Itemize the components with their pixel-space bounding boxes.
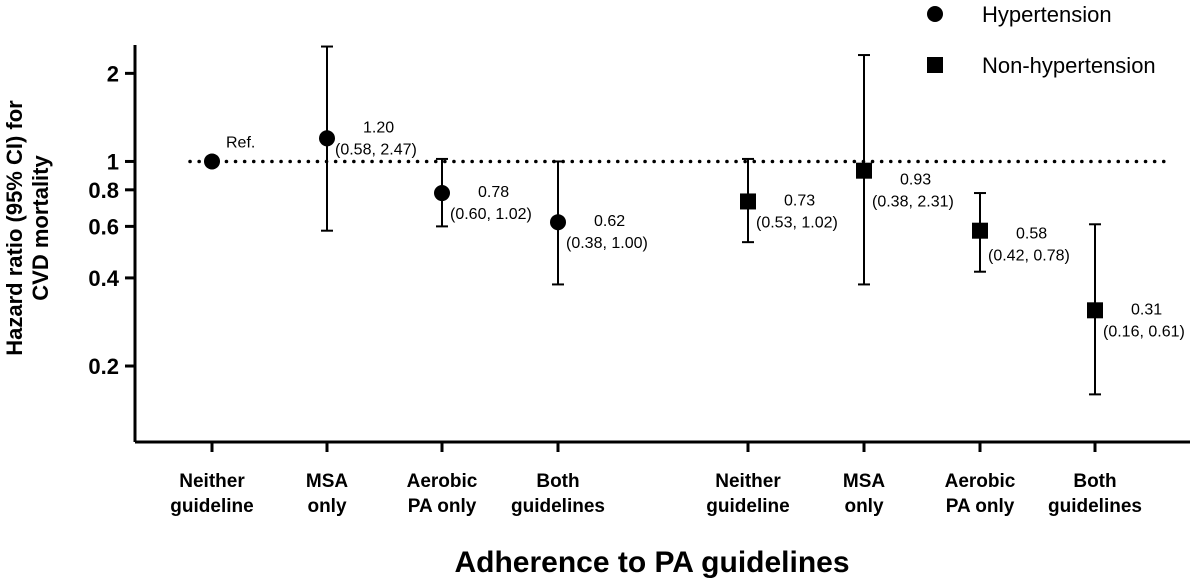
legend-marker-circle — [927, 6, 943, 22]
x-category-label-line1: Both — [536, 471, 579, 492]
point-marker-square — [856, 162, 872, 179]
hr-value-label: 0.78 — [478, 184, 509, 201]
y-tick-label: 0.8 — [88, 178, 119, 203]
point-marker-circle — [204, 153, 220, 170]
ci-value-label: (0.16, 0.61) — [1103, 323, 1185, 340]
x-category-label-line1: Neither — [715, 471, 781, 492]
hr-value-label: 0.62 — [594, 213, 625, 230]
x-category-label-line2: guideline — [706, 496, 789, 517]
y-axis-title-line1: Hazard ratio (95% CI) for — [2, 100, 27, 356]
legend-label: Hypertension — [982, 2, 1112, 27]
y-tick-label: 0.2 — [88, 354, 119, 379]
ci-value-label: (0.42, 0.78) — [988, 248, 1070, 265]
y-axis-title-line2: CVD mortality — [28, 155, 53, 301]
x-category-label-line1: Aerobic — [407, 471, 478, 492]
hr-value-label: 0.31 — [1131, 301, 1162, 318]
legend: Hypertension Non-hypertension — [927, 2, 1156, 78]
point-marker-square — [972, 222, 988, 239]
x-category-label-line2: guidelines — [511, 496, 605, 517]
legend-marker-square — [927, 57, 943, 73]
plot-area: 0.2 0.4 0.6 0.8 1 2 Neither guideline MSA only Aer… — [88, 45, 1190, 517]
point-marker-square — [740, 193, 756, 210]
ci-value-label: (0.38, 2.31) — [872, 194, 954, 211]
x-category-label-line1: Both — [1073, 471, 1116, 492]
ci-value-label: (0.58, 2.47) — [335, 141, 417, 158]
ci-value-label: (0.38, 1.00) — [566, 235, 648, 252]
x-category-label-line2: guidelines — [1048, 496, 1142, 517]
x-category-label-line2: only — [307, 496, 346, 517]
reference-label: Ref. — [226, 134, 255, 151]
x-category-label-line1: Aerobic — [945, 471, 1016, 492]
ci-value-label: (0.60, 1.02) — [450, 206, 532, 223]
x-category-label-line2: PA only — [408, 496, 477, 517]
hr-value-label: 0.93 — [900, 172, 931, 189]
x-category-label-line1: MSA — [843, 471, 886, 492]
hr-value-label: 0.58 — [1016, 226, 1047, 243]
x-category-label-line2: only — [844, 496, 883, 517]
x-axis-title: Adherence to PA guidelines — [454, 546, 849, 579]
y-tick-label: 2 — [107, 61, 119, 86]
x-category-label-line1: MSA — [306, 471, 349, 492]
hr-value-label: 0.73 — [784, 192, 815, 209]
legend-label: Non-hypertension — [982, 53, 1156, 78]
point-marker-square — [1087, 302, 1103, 319]
y-tick-label: 1 — [107, 149, 119, 174]
hr-value-label: 1.20 — [363, 119, 394, 136]
ci-value-label: (0.53, 1.02) — [756, 214, 838, 231]
point-marker-circle — [319, 130, 335, 147]
x-category-label-line2: guideline — [170, 496, 253, 517]
x-category-label-line2: PA only — [946, 496, 1015, 517]
y-tick-label: 0.6 — [88, 214, 119, 239]
x-category-label-line1: Neither — [179, 471, 245, 492]
point-marker-circle — [434, 185, 450, 202]
y-tick-label: 0.4 — [88, 266, 119, 291]
point-marker-circle — [550, 214, 566, 231]
